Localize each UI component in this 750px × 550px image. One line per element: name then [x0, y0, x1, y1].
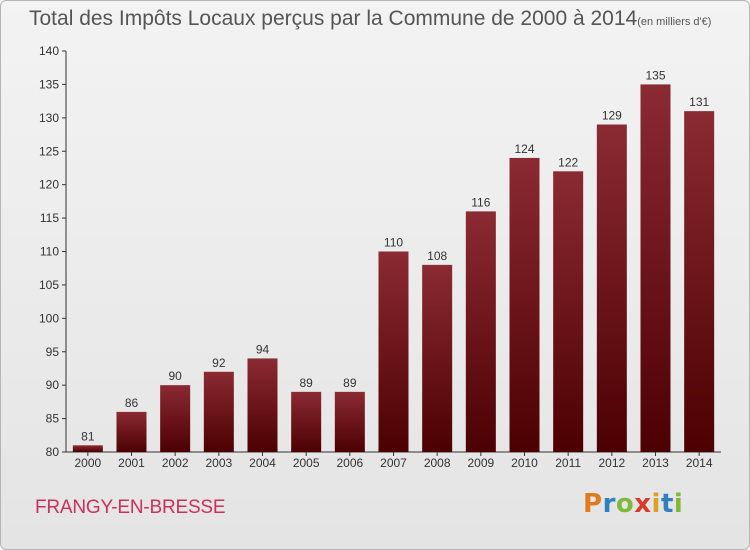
- y-tick-label: 90: [46, 378, 60, 392]
- x-tick-label: 2001: [118, 456, 145, 470]
- y-tick-label: 125: [39, 144, 59, 158]
- logo-letter: i: [673, 489, 684, 519]
- bar-series: [72, 84, 715, 453]
- proxiti-logo[interactable]: Proxiti: [583, 489, 683, 519]
- x-tick-label: 2004: [249, 456, 276, 470]
- x-tick-label: 2000: [74, 456, 101, 470]
- y-tick-label: 120: [39, 178, 59, 192]
- bar: [465, 211, 496, 452]
- bar: [509, 157, 540, 452]
- y-axis: 80 85 90 95 100 105 110 115 120 125 130 135 140: [39, 44, 67, 459]
- bar: [160, 385, 191, 452]
- x-tick-label: 2005: [293, 456, 320, 470]
- chart-title: Total des Impôts Locaux perçus par la Co…: [29, 7, 711, 31]
- y-tick-label: 105: [39, 278, 59, 292]
- y-tick-label: 100: [39, 311, 59, 325]
- y-tick-label: 95: [46, 345, 60, 359]
- logo-letter: o: [615, 489, 635, 519]
- y-tick-label: 130: [39, 111, 59, 125]
- data-label: 92: [212, 356, 226, 370]
- bar: [334, 391, 365, 452]
- bar: [596, 124, 627, 453]
- logo-letter: t: [660, 489, 674, 519]
- bar: [116, 411, 147, 452]
- y-tick-label: 140: [39, 44, 59, 58]
- bar: [203, 371, 234, 452]
- bar: [422, 264, 453, 452]
- x-tick-label: 2003: [205, 456, 232, 470]
- x-tick-label: 2011: [555, 456, 581, 470]
- data-label: 110: [384, 236, 403, 250]
- data-label: 89: [299, 376, 313, 390]
- bar: [640, 84, 671, 453]
- data-label: 108: [427, 249, 447, 263]
- x-tick-label: 2002: [162, 456, 189, 470]
- data-label: 86: [125, 396, 139, 410]
- x-tick-label: 2010: [511, 456, 538, 470]
- x-tick-label: 2008: [424, 456, 451, 470]
- bar: [291, 391, 322, 452]
- x-tick-label: 2013: [642, 456, 669, 470]
- data-label: 129: [602, 109, 622, 123]
- data-label: 131: [689, 95, 709, 109]
- commune-name: FRANGY-EN-BRESSE: [35, 497, 226, 518]
- data-label: 135: [645, 68, 665, 82]
- x-tick-label: 2006: [336, 456, 363, 470]
- x-tick-label: 2007: [380, 456, 407, 470]
- y-tick-label: 110: [40, 245, 59, 259]
- bar: [247, 358, 278, 452]
- y-tick-label: 115: [40, 211, 59, 225]
- data-label: 94: [256, 342, 270, 356]
- chart-title-text: Total des Impôts Locaux perçus par la Co…: [29, 7, 638, 30]
- y-tick-label: 80: [46, 445, 60, 459]
- chart-title-unit: (en milliers d'€): [637, 16, 712, 28]
- logo-letter: x: [634, 489, 652, 519]
- y-tick-label: 85: [46, 412, 60, 426]
- data-labels: 81 86 90 92 94 89 89 110 108 116 124 122 129 135 131: [81, 68, 709, 443]
- y-tick-label: 135: [39, 77, 59, 91]
- logo-letter: i: [651, 489, 661, 519]
- data-label: 89: [343, 376, 357, 390]
- logo-letter: r: [602, 489, 616, 519]
- logo-letter: P: [583, 489, 603, 519]
- x-tick-label: 2012: [598, 456, 625, 470]
- bar: [684, 111, 715, 453]
- x-axis: 2000 2001 2002 2003 2004 2005 2006 2007 2008 2009…: [66, 451, 721, 470]
- data-label: 122: [558, 155, 578, 169]
- data-label: 90: [168, 369, 182, 383]
- bar: [72, 445, 103, 452]
- bar: [553, 171, 584, 453]
- bar: [378, 251, 409, 452]
- x-tick-label: 2014: [686, 456, 713, 470]
- data-label: 116: [471, 195, 490, 209]
- data-label: 124: [514, 142, 534, 156]
- data-label: 81: [81, 429, 95, 443]
- x-tick-label: 2009: [467, 456, 494, 470]
